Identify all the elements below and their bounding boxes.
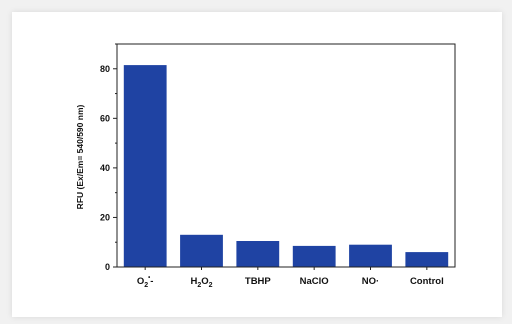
- y-tick-label-1: 20: [100, 212, 110, 222]
- y-tick-label-4: 80: [100, 64, 110, 74]
- x-tick-label-1: H2O2: [190, 276, 212, 289]
- x-tick-label-0: O2•-: [137, 275, 154, 289]
- bar-4: [349, 244, 392, 267]
- x-tick-label-4: NO·: [362, 276, 379, 287]
- bar-5: [405, 252, 449, 267]
- y-axis-title: RFU (Ex/Em= 540/590 nm): [75, 105, 85, 210]
- y-tick-label-0: 0: [105, 262, 110, 272]
- x-axis-tick-labels: O2•- H2O2 TBHP NaClO NO· Control: [137, 267, 444, 289]
- bar-0: [123, 65, 167, 267]
- y-tick-label-2: 40: [100, 163, 110, 173]
- y-tick-label-3: 60: [100, 113, 110, 123]
- y-axis-ticks: 0 20 40 60 80: [100, 43, 117, 272]
- bar-3: [292, 245, 336, 267]
- x-tick-label-2: TBHP: [245, 276, 272, 287]
- plot-frame: [116, 43, 456, 268]
- bar-1: [180, 234, 223, 267]
- bars-group: [123, 65, 449, 267]
- x-tick-label-3: NaClO: [300, 276, 329, 287]
- bar-2: [236, 241, 280, 267]
- x-tick-label-5: Control: [410, 276, 444, 287]
